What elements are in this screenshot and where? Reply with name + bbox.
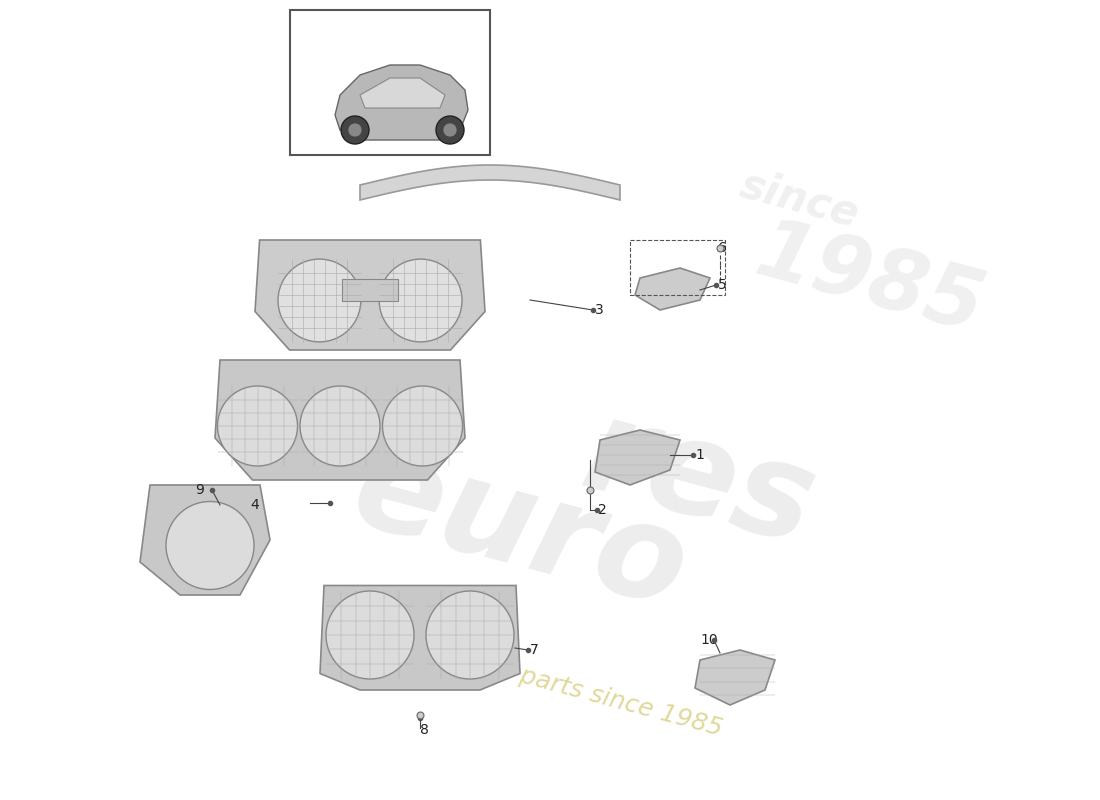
Polygon shape xyxy=(320,586,520,690)
Text: 10: 10 xyxy=(700,633,717,647)
Polygon shape xyxy=(336,65,468,140)
Circle shape xyxy=(341,116,368,144)
Bar xyxy=(290,10,490,155)
Text: euro: euro xyxy=(340,425,701,635)
Text: res: res xyxy=(571,389,829,571)
Bar xyxy=(630,240,725,295)
Polygon shape xyxy=(595,430,680,485)
Text: 5: 5 xyxy=(718,278,727,292)
Circle shape xyxy=(218,386,297,466)
Polygon shape xyxy=(360,78,446,108)
Polygon shape xyxy=(140,485,270,595)
Polygon shape xyxy=(214,360,465,480)
Polygon shape xyxy=(635,268,710,310)
Text: 1985: 1985 xyxy=(748,211,992,349)
Text: 6: 6 xyxy=(718,241,727,255)
Circle shape xyxy=(348,123,362,137)
Bar xyxy=(342,278,397,301)
Circle shape xyxy=(426,591,514,679)
Text: 2: 2 xyxy=(598,503,607,517)
Circle shape xyxy=(278,259,361,342)
Text: 1: 1 xyxy=(695,448,704,462)
Circle shape xyxy=(379,259,462,342)
Circle shape xyxy=(436,116,464,144)
Text: 7: 7 xyxy=(530,643,539,657)
Circle shape xyxy=(326,591,414,679)
Text: 8: 8 xyxy=(420,723,429,737)
Text: since: since xyxy=(736,164,865,236)
Circle shape xyxy=(166,502,254,590)
Text: 9: 9 xyxy=(195,483,204,497)
Circle shape xyxy=(443,123,456,137)
Polygon shape xyxy=(360,165,620,200)
Polygon shape xyxy=(695,650,776,705)
Circle shape xyxy=(300,386,379,466)
Text: a passion for parts since 1985: a passion for parts since 1985 xyxy=(354,619,726,741)
Polygon shape xyxy=(255,240,485,350)
Text: 4: 4 xyxy=(250,498,258,512)
Circle shape xyxy=(383,386,462,466)
Text: 3: 3 xyxy=(595,303,604,317)
